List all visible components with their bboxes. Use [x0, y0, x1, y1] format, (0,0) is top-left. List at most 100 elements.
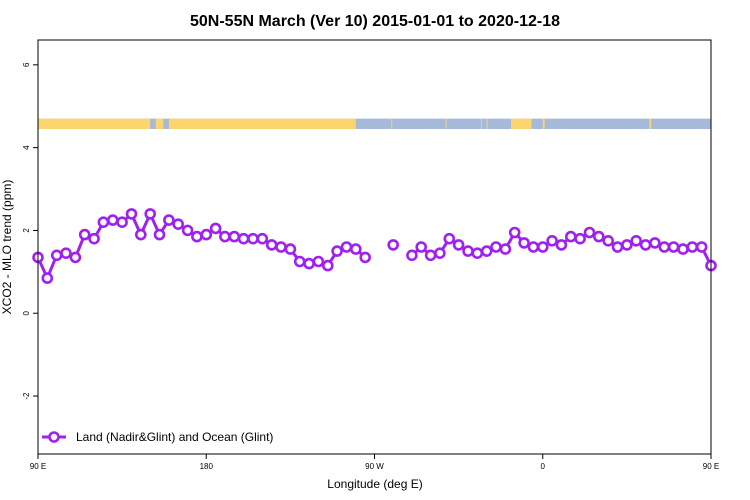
data-point — [462, 245, 474, 257]
data-point — [639, 239, 652, 251]
chart-title: 50N-55N March (Ver 10) 2015-01-01 to 202… — [190, 13, 560, 30]
ocean-band — [38, 118, 711, 130]
data-point — [424, 249, 437, 262]
data-point — [555, 239, 568, 251]
data-point — [265, 239, 278, 251]
data-point — [321, 259, 334, 272]
data-point — [621, 239, 633, 251]
land-segment — [542, 118, 545, 130]
x-tick-label: 90 E — [703, 462, 719, 471]
data-point — [546, 235, 558, 247]
legend-marker — [48, 431, 60, 443]
data-point — [219, 230, 231, 243]
data-point — [359, 251, 372, 264]
data-point — [677, 243, 689, 255]
series-line — [36, 212, 367, 280]
data-point — [471, 247, 484, 259]
data-point — [303, 257, 315, 270]
land-segment — [168, 118, 356, 130]
data-point — [209, 222, 222, 235]
data-point — [331, 245, 343, 257]
data-point — [434, 247, 446, 259]
plot-frame — [37, 39, 712, 455]
data-point — [602, 235, 615, 247]
surface-band — [38, 118, 711, 130]
data-point — [611, 241, 624, 253]
data-point — [172, 218, 184, 230]
data-point — [536, 241, 549, 253]
data-point — [649, 237, 661, 249]
y-tick-label: 4 — [22, 145, 31, 150]
y-tick-label: 2 — [22, 228, 31, 233]
data-point — [50, 249, 63, 262]
x-axis-label: Longitude (deg E) — [327, 477, 422, 491]
data-point — [107, 214, 119, 226]
data-point — [200, 228, 213, 241]
data-point — [256, 232, 269, 245]
data-point — [658, 241, 671, 253]
x-tick-label: 90 W — [365, 462, 384, 471]
data-point — [228, 230, 241, 243]
x-tick-label: 180 — [200, 462, 214, 471]
data-point — [574, 232, 586, 245]
data-point — [144, 208, 156, 220]
data-point — [452, 239, 465, 251]
y-axis-label: XCO2 - MLO trend (ppm) — [0, 180, 14, 315]
data-point — [293, 255, 306, 268]
data-point — [125, 208, 138, 220]
land-segment — [510, 118, 532, 130]
data-point — [667, 241, 680, 253]
y-tick-label: -2 — [22, 392, 31, 400]
legend-label: Land (Nadir&Glint) and Ocean (Glint) — [76, 430, 273, 444]
data-point — [153, 228, 166, 241]
data-point — [527, 241, 540, 253]
data-point — [312, 255, 325, 268]
y-axis: -2 0 2 4 6 — [22, 62, 38, 400]
land-segment — [445, 118, 447, 130]
land-segment — [486, 118, 488, 130]
land-segment — [649, 118, 652, 130]
x-tick-label: 0 — [541, 462, 546, 471]
data-point — [340, 241, 353, 253]
x-axis: 90 E 180 90 W 0 90 E — [30, 454, 719, 471]
data-point — [163, 214, 175, 226]
data-point — [686, 241, 699, 253]
plot-area — [32, 208, 717, 284]
data-point — [480, 245, 493, 257]
data-point — [443, 232, 456, 245]
data-point — [78, 228, 91, 241]
land-segment — [38, 118, 151, 130]
data-point — [499, 243, 512, 255]
data-point — [564, 230, 577, 243]
data-point — [387, 239, 400, 251]
data-point — [41, 272, 54, 284]
data-point — [415, 241, 428, 253]
data-point — [630, 235, 643, 247]
data-point — [349, 243, 362, 255]
data-point — [181, 224, 194, 237]
data-point — [583, 226, 596, 239]
data-point — [88, 232, 100, 245]
data-point — [97, 216, 110, 228]
data-point — [406, 249, 418, 262]
y-tick-label: 6 — [22, 62, 31, 67]
land-segment — [155, 118, 164, 130]
data-point — [490, 241, 502, 253]
data-point — [592, 230, 605, 243]
data-point — [518, 237, 530, 249]
data-point — [60, 247, 72, 259]
land-segment — [481, 118, 482, 130]
data-point — [135, 228, 147, 241]
data-point — [247, 232, 259, 245]
data-point — [695, 241, 708, 253]
data-point — [69, 251, 82, 264]
data-point — [284, 243, 297, 255]
y-tick-label: 0 — [22, 310, 31, 315]
data-point — [116, 216, 128, 228]
data-point — [237, 232, 250, 245]
data-point — [275, 241, 287, 253]
data-point — [508, 226, 521, 239]
x-tick-label: 90 E — [30, 462, 46, 471]
land-segment — [391, 118, 393, 130]
